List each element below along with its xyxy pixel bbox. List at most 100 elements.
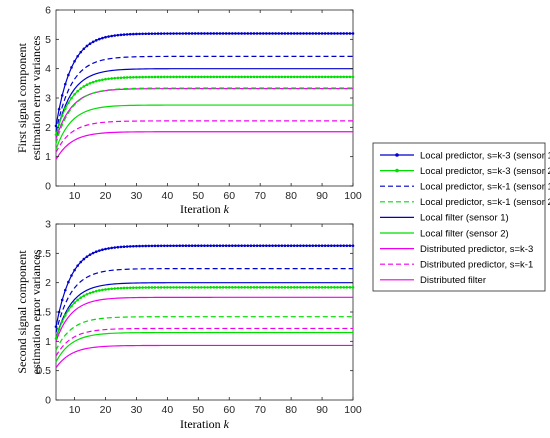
bottom-marker-local-predictor-s-k-3-sensor-1	[218, 244, 222, 248]
bottom-x-tick-label: 80	[285, 404, 297, 416]
top-x-tick-label: 60	[223, 190, 235, 202]
bottom-marker-local-predictor-s-k-3-sensor-2	[203, 286, 206, 289]
bottom-marker-local-predictor-s-k-3-sensor-1	[110, 246, 113, 250]
top-marker-local-predictor-s-k-3-sensor-2	[67, 101, 70, 105]
bottom-marker-local-predictor-s-k-3-sensor-1	[203, 244, 206, 248]
legend-label: Local predictor, s=k-1 (sensor 1)	[420, 182, 550, 193]
bottom-marker-local-predictor-s-k-3-sensor-2	[317, 286, 321, 289]
top-marker-local-predictor-s-k-3-sensor-2	[141, 75, 144, 79]
bottom-marker-local-predictor-s-k-3-sensor-2	[144, 286, 148, 289]
bottom-marker-local-predictor-s-k-3-sensor-1	[221, 244, 225, 248]
top-marker-local-predictor-s-k-3-sensor-1	[110, 34, 113, 38]
top-marker-local-predictor-s-k-3-sensor-2	[246, 75, 250, 79]
bottom-x-tick-label: 40	[162, 404, 174, 416]
top-marker-local-predictor-s-k-3-sensor-2	[317, 75, 321, 79]
top-marker-local-predictor-s-k-3-sensor-2	[292, 75, 296, 79]
top-marker-local-predictor-s-k-3-sensor-2	[197, 75, 200, 79]
bottom-marker-local-predictor-s-k-3-sensor-2	[159, 286, 163, 289]
top-series-distributed-predictor-s-k-1	[55, 120, 353, 153]
top-marker-local-predictor-s-k-3-sensor-1	[193, 32, 197, 35]
top-marker-local-predictor-s-k-3-sensor-2	[271, 75, 274, 79]
bottom-plot-area	[55, 223, 354, 401]
bottom-marker-local-predictor-s-k-3-sensor-1	[169, 244, 172, 248]
bottom-marker-local-predictor-s-k-3-sensor-2	[218, 286, 222, 289]
top-marker-local-predictor-s-k-3-sensor-1	[88, 42, 92, 46]
bottom-marker-local-predictor-s-k-3-sensor-1	[138, 244, 141, 248]
bottom-marker-local-predictor-s-k-3-sensor-2	[85, 292, 89, 296]
top-marker-local-predictor-s-k-3-sensor-1	[54, 124, 58, 128]
top-marker-local-predictor-s-k-3-sensor-2	[330, 75, 333, 79]
top-marker-local-predictor-s-k-3-sensor-2	[119, 76, 123, 80]
bottom-marker-local-predictor-s-k-3-sensor-2	[234, 286, 237, 289]
bottom-marker-local-predictor-s-k-3-sensor-2	[132, 286, 135, 290]
top-marker-local-predictor-s-k-3-sensor-2	[104, 77, 107, 81]
bottom-marker-local-predictor-s-k-3-sensor-1	[181, 244, 185, 248]
top-marker-local-predictor-s-k-3-sensor-1	[169, 32, 172, 35]
bottom-marker-local-predictor-s-k-3-sensor-2	[289, 286, 293, 289]
bottom-marker-local-predictor-s-k-3-sensor-2	[88, 291, 92, 295]
bottom-marker-local-predictor-s-k-3-sensor-2	[286, 286, 290, 289]
top-marker-local-predictor-s-k-3-sensor-2	[265, 75, 268, 79]
legend-entry: Local predictor, s=k-3 (sensor 2)	[380, 166, 550, 177]
bottom-marker-local-predictor-s-k-3-sensor-1	[197, 244, 200, 248]
bottom-marker-local-predictor-s-k-3-sensor-1	[70, 274, 73, 277]
top-x-tick-label: 50	[192, 190, 204, 202]
top-marker-local-predictor-s-k-3-sensor-2	[221, 75, 225, 79]
top-marker-local-predictor-s-k-3-sensor-1	[122, 33, 126, 36]
legend-label: Distributed predictor, s=k-3	[420, 244, 533, 255]
top-marker-local-predictor-s-k-3-sensor-1	[76, 54, 79, 58]
bottom-marker-local-predictor-s-k-3-sensor-1	[135, 244, 138, 248]
top-marker-local-predictor-s-k-3-sensor-1	[351, 32, 355, 35]
top-marker-local-predictor-s-k-3-sensor-2	[215, 75, 219, 79]
top-marker-local-predictor-s-k-3-sensor-2	[178, 75, 182, 79]
top-marker-local-predictor-s-k-3-sensor-2	[308, 75, 311, 79]
bottom-marker-local-predictor-s-k-3-sensor-1	[85, 255, 89, 258]
bottom-marker-local-predictor-s-k-3-sensor-2	[299, 286, 302, 289]
top-marker-local-predictor-s-k-3-sensor-1	[125, 33, 129, 36]
bottom-marker-local-predictor-s-k-3-sensor-1	[98, 249, 101, 252]
bottom-marker-local-predictor-s-k-3-sensor-2	[237, 286, 240, 289]
top-marker-local-predictor-s-k-3-sensor-2	[110, 77, 113, 80]
top-marker-local-predictor-s-k-3-sensor-2	[169, 75, 172, 79]
top-x-tick-label: 10	[69, 190, 81, 202]
bottom-series-distributed-predictor-s-k-3	[55, 296, 353, 342]
bottom-marker-local-predictor-s-k-3-sensor-1	[178, 244, 182, 248]
bottom-marker-local-predictor-s-k-3-sensor-2	[330, 286, 333, 289]
top-marker-local-predictor-s-k-3-sensor-2	[203, 75, 206, 79]
bottom-x-tick-label: 30	[131, 404, 143, 416]
bottom-marker-local-predictor-s-k-3-sensor-2	[153, 286, 157, 289]
bottom-marker-local-predictor-s-k-3-sensor-1	[234, 244, 237, 248]
top-series-local-predictor-s-k-1-sensor-1	[55, 55, 353, 132]
bottom-marker-local-predictor-s-k-3-sensor-2	[184, 286, 188, 289]
bottom-marker-local-predictor-s-k-3-sensor-2	[336, 286, 339, 289]
bottom-marker-local-predictor-s-k-3-sensor-2	[221, 286, 225, 289]
top-x-tick-label: 70	[254, 190, 266, 202]
top-marker-local-predictor-s-k-3-sensor-1	[243, 32, 247, 35]
top-marker-local-predictor-s-k-3-sensor-1	[320, 32, 324, 35]
bottom-marker-local-predictor-s-k-3-sensor-2	[268, 286, 271, 289]
bottom-y-axis-label-line-2: estimation error variances	[29, 249, 43, 374]
top-marker-local-predictor-s-k-3-sensor-2	[206, 75, 209, 79]
bottom-series-local-predictor-s-k-1-sensor-2	[55, 316, 353, 351]
top-marker-local-predictor-s-k-3-sensor-2	[172, 75, 175, 79]
legend: Local predictor, s=k-3 (sensor 1) Local p…	[372, 142, 550, 292]
top-marker-local-predictor-s-k-3-sensor-2	[212, 75, 216, 79]
top-marker-local-predictor-s-k-3-sensor-2	[218, 75, 222, 79]
bottom-marker-local-predictor-s-k-3-sensor-2	[150, 286, 154, 289]
top-marker-local-predictor-s-k-3-sensor-2	[323, 75, 327, 79]
top-marker-local-predictor-s-k-3-sensor-2	[302, 75, 305, 79]
bottom-marker-local-predictor-s-k-3-sensor-2	[107, 287, 110, 291]
bottom-x-tick-label: 90	[316, 404, 328, 416]
legend-items: Local predictor, s=k-3 (sensor 1) Local p…	[380, 150, 550, 286]
top-marker-local-predictor-s-k-3-sensor-2	[159, 75, 163, 79]
top-marker-local-predictor-s-k-3-sensor-1	[289, 32, 293, 35]
top-marker-local-predictor-s-k-3-sensor-2	[181, 75, 185, 79]
bottom-marker-local-predictor-s-k-3-sensor-2	[252, 286, 256, 289]
bottom-marker-local-predictor-s-k-3-sensor-1	[206, 244, 209, 248]
bottom-marker-local-predictor-s-k-3-sensor-1	[101, 248, 104, 252]
top-y-axis-label-line-1: First signal component	[15, 42, 29, 153]
bottom-marker-local-predictor-s-k-3-sensor-1	[162, 244, 166, 248]
bottom-series-distributed-filter	[55, 344, 353, 369]
top-marker-local-predictor-s-k-3-sensor-2	[258, 75, 262, 79]
bottom-marker-local-predictor-s-k-3-sensor-1	[237, 244, 240, 248]
